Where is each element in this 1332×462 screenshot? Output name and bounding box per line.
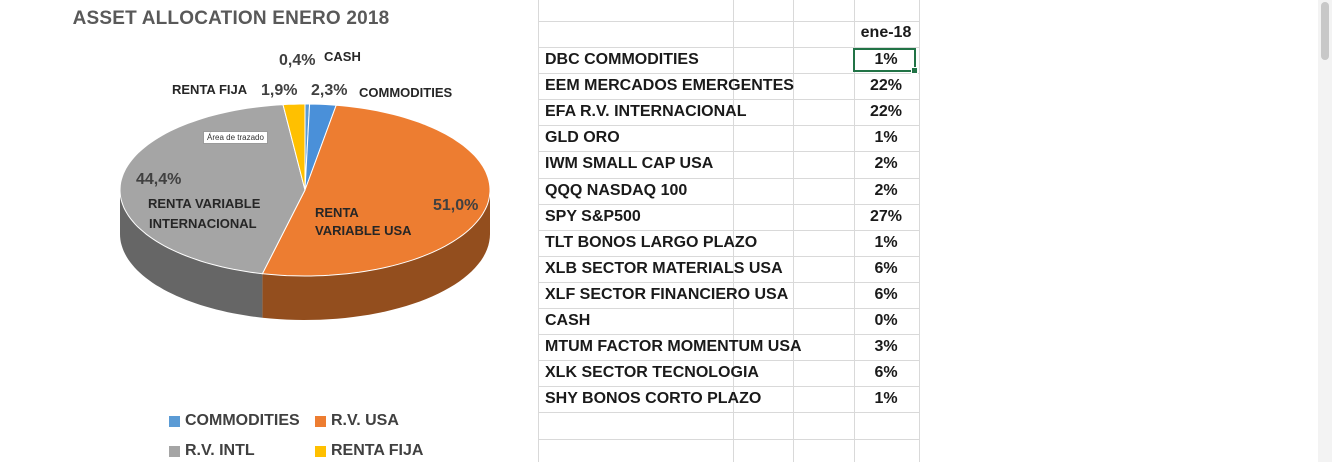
cell-value[interactable]: 22% [869, 77, 903, 94]
cell-value[interactable]: 1% [874, 234, 898, 251]
grid-line [538, 21, 920, 22]
cell-label[interactable]: XLB SECTOR MATERIALS USA [545, 260, 783, 277]
chart-title: ASSET ALLOCATION ENERO 2018 [72, 8, 390, 29]
grid-line [854, 0, 855, 462]
legend-label: COMMODITIES [185, 412, 300, 429]
slice-label-commodities: COMMODITIES [359, 85, 453, 100]
legend-swatch-rv-usa [315, 415, 326, 427]
spreadsheet-grid[interactable]: ene-18 DBC COMMODITIES 1% EEM MERCADOS EME… [538, 0, 1318, 462]
grid-line [538, 151, 920, 152]
cell-value[interactable]: 6% [874, 286, 898, 303]
grid-line [538, 386, 920, 387]
grid-line [538, 334, 920, 335]
cell-value[interactable]: 6% [874, 364, 898, 381]
pie-side-renta-variable-internacional [120, 190, 263, 318]
slice-value-rv-usa: 51,0% [433, 197, 479, 214]
pie-chart[interactable] [0, 0, 538, 400]
grid-line [538, 256, 920, 257]
cell-value[interactable]: 3% [874, 338, 898, 355]
cell-value[interactable]: 2% [874, 155, 898, 172]
pie-side-renta-variable-usa [262, 190, 490, 320]
cell-label[interactable]: EFA R.V. INTERNACIONAL [545, 103, 747, 120]
cell-label[interactable]: QQQ NASDAQ 100 [545, 182, 688, 199]
slice-label-renta-fija: RENTA FIJA [172, 82, 248, 97]
column-header-ene-18[interactable]: ene-18 [860, 24, 912, 41]
cell-label[interactable]: SPY S&P500 [545, 208, 641, 225]
slice-value-rv-intl: 44,4% [136, 171, 182, 188]
grid-line [538, 125, 920, 126]
cell-value[interactable]: 1% [874, 390, 898, 407]
active-cell-selection[interactable] [853, 48, 918, 74]
pie-slice-renta-variable-usa[interactable] [261, 104, 491, 277]
grid-line [733, 0, 734, 462]
cell-value[interactable]: 27% [869, 208, 903, 225]
plot-area-tooltip: Área de trazado [203, 131, 268, 144]
cell-label[interactable]: MTUM FACTOR MOMENTUM USA [545, 338, 802, 355]
grid-line [538, 0, 539, 462]
slice-label-rv-intl-1: RENTA VARIABLE [148, 196, 261, 211]
legend-item-rv-intl: R.V. INTL [169, 442, 255, 460]
slice-value-commodities: 2,3% [311, 82, 348, 99]
legend-item-rv-usa: R.V. USA [315, 412, 399, 430]
slice-label-cash: CASH [324, 49, 361, 64]
cell-label[interactable]: EEM MERCADOS EMERGENTES [545, 77, 794, 94]
grid-line [538, 178, 920, 179]
grid-line [919, 0, 920, 462]
cell-label[interactable]: GLD ORO [545, 129, 620, 146]
grid-line [538, 439, 920, 440]
cell-label[interactable]: TLT BONOS LARGO PLAZO [545, 234, 758, 251]
cell-label[interactable]: XLF SECTOR FINANCIERO USA [545, 286, 789, 303]
cell-value[interactable]: 6% [874, 260, 898, 277]
legend-swatch-commodities [169, 415, 180, 427]
slice-label-rv-usa-1: RENTA [315, 205, 359, 220]
legend-label: R.V. INTL [185, 442, 255, 459]
cell-value[interactable]: 0% [874, 312, 898, 329]
cell-value[interactable]: 22% [869, 103, 903, 120]
vertical-scrollbar[interactable] [1318, 0, 1332, 462]
slice-value-renta-fija: 1,9% [261, 82, 298, 99]
legend-label: RENTA FIJA [331, 442, 424, 459]
legend-item-renta-fija: RENTA FIJA [315, 442, 423, 460]
legend-item-commodities: COMMODITIES [169, 412, 300, 430]
legend-swatch-rv-intl [169, 445, 180, 457]
grid-line [538, 230, 920, 231]
grid-line [538, 73, 920, 74]
pie-slice-renta-fija[interactable] [282, 103, 306, 191]
scrollbar-thumb[interactable] [1321, 2, 1329, 60]
slice-label-rv-intl-2: INTERNACIONAL [149, 216, 257, 231]
grid-line [538, 282, 920, 283]
grid-line [538, 308, 920, 309]
grid-line [538, 47, 920, 48]
legend-swatch-renta-fija [315, 445, 326, 457]
grid-line [538, 99, 920, 100]
legend-label: R.V. USA [331, 412, 399, 429]
slice-label-rv-usa-2: VARIABLE USA [315, 223, 412, 238]
cell-value[interactable]: 1% [874, 51, 898, 68]
grid-line [538, 412, 920, 413]
cell-label[interactable]: CASH [545, 312, 591, 329]
pie-slice-renta-variable-internacional[interactable] [119, 104, 306, 275]
cell-label[interactable]: DBC COMMODITIES [545, 51, 699, 68]
cell-label[interactable]: XLK SECTOR TECNOLOGIA [545, 364, 759, 381]
chart-area[interactable]: ASSET ALLOCATION ENERO 2018 0,4% CASH 2,… [0, 0, 538, 462]
grid-line [538, 360, 920, 361]
cell-label[interactable]: SHY BONOS CORTO PLAZO [545, 390, 762, 407]
cell-label[interactable]: IWM SMALL CAP USA [545, 155, 714, 172]
cell-value[interactable]: 1% [874, 129, 898, 146]
cell-value[interactable]: 2% [874, 182, 898, 199]
grid-line [538, 204, 920, 205]
grid-line [793, 0, 794, 462]
slice-value-cash: 0,4% [279, 52, 316, 69]
